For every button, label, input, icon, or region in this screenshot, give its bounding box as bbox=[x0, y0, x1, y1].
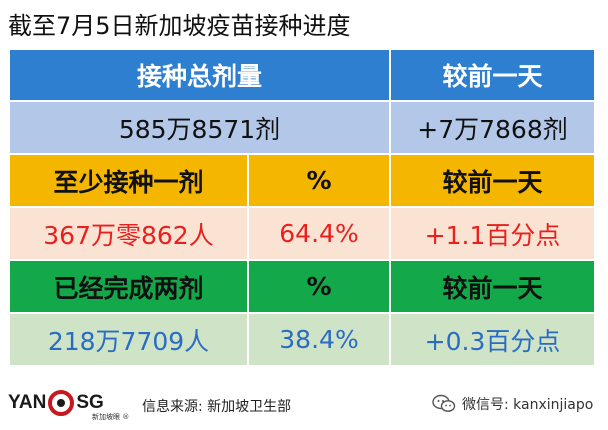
value-fully-vaccinated: 218万7709人 bbox=[10, 314, 249, 367]
logo-text-left: YAN bbox=[8, 392, 47, 413]
value-at-least-one-dose: 367万零862人 bbox=[10, 208, 249, 261]
header-percent-one-dose: % bbox=[249, 155, 391, 208]
header-fully-vaccinated: 已经完成两剂 bbox=[10, 261, 249, 314]
vaccination-table: 接种总剂量 较前一天 585万8571剂 +7万7868剂 至少接种一剂 % 较… bbox=[8, 48, 598, 369]
logo-text-right: SG bbox=[76, 392, 104, 413]
wechat-text: 微信号: kanxinjiapo bbox=[462, 397, 594, 413]
source-note: 信息来源: 新加坡卫生部 bbox=[142, 399, 292, 415]
header-change-total: 较前一天 bbox=[391, 50, 596, 102]
value-change-fully: +0.3百分点 bbox=[391, 314, 596, 367]
value-change-total: +7万7868剂 bbox=[391, 102, 596, 155]
logo-subtitle: 新加坡眼 ® bbox=[92, 413, 130, 421]
wechat-icon bbox=[432, 394, 456, 412]
footer: YAN SG 新加坡眼 ® 信息来源: 新加坡卫生部 微信号: kanxinji… bbox=[0, 370, 608, 430]
logo-mark-icon bbox=[48, 390, 75, 416]
wechat-id: 微信号: kanxinjiapo bbox=[432, 394, 593, 414]
header-percent-fully: % bbox=[249, 261, 391, 314]
header-total-doses: 接种总剂量 bbox=[10, 50, 391, 102]
header-change-fully: 较前一天 bbox=[391, 261, 596, 314]
value-total-doses: 585万8571剂 bbox=[10, 102, 391, 155]
value-percent-fully: 38.4% bbox=[249, 314, 391, 367]
page-title: 截至7月5日新加坡疫苗接种进度 bbox=[8, 12, 351, 40]
value-change-one-dose: +1.1百分点 bbox=[391, 208, 596, 261]
yansg-logo: YAN SG bbox=[8, 390, 104, 416]
header-change-one-dose: 较前一天 bbox=[391, 155, 596, 208]
header-at-least-one-dose: 至少接种一剂 bbox=[10, 155, 249, 208]
value-percent-one-dose: 64.4% bbox=[249, 208, 391, 261]
